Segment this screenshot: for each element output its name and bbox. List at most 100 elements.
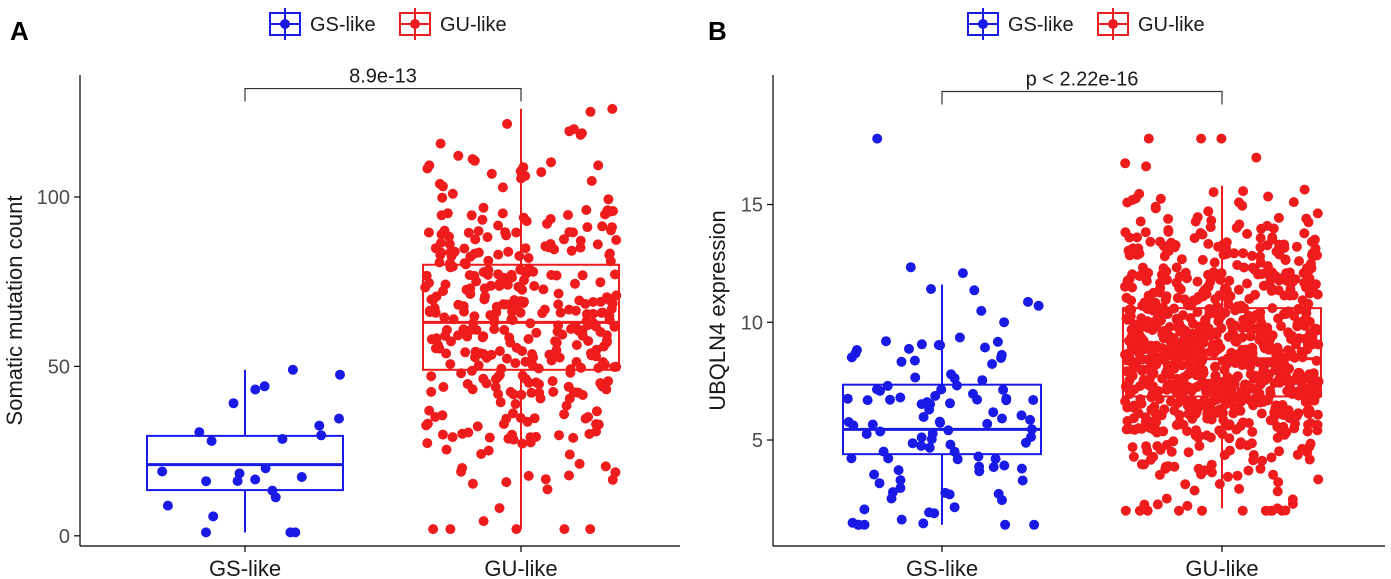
- data-point: [990, 453, 1001, 464]
- data-point: [583, 412, 594, 422]
- data-point: [453, 330, 464, 341]
- data-point: [1201, 430, 1212, 441]
- data-point: [1242, 278, 1252, 289]
- data-point: [555, 307, 566, 318]
- data-point: [250, 474, 261, 485]
- data-point: [1150, 203, 1161, 214]
- data-point: [445, 258, 456, 269]
- data-point: [423, 227, 434, 238]
- data-point: [424, 405, 435, 416]
- data-point: [1237, 200, 1248, 211]
- data-point: [1000, 519, 1011, 530]
- box-gslike: [146, 364, 345, 538]
- data-point: [428, 524, 439, 535]
- data-point: [988, 462, 999, 473]
- data-point: [872, 133, 883, 144]
- data-point: [1145, 236, 1156, 247]
- data-point: [611, 235, 622, 245]
- data-point: [449, 246, 460, 257]
- data-point: [1224, 275, 1235, 286]
- data-point: [1216, 133, 1227, 144]
- data-point: [1299, 228, 1310, 239]
- data-point: [536, 167, 547, 178]
- data-point: [1279, 290, 1290, 301]
- data-point: [1174, 410, 1185, 421]
- data-point: [1224, 445, 1235, 456]
- data-point: [1124, 384, 1135, 395]
- data-point: [1262, 240, 1273, 251]
- data-point: [534, 387, 545, 398]
- data-point: [494, 346, 505, 357]
- data-point: [593, 419, 604, 430]
- data-point: [505, 337, 516, 348]
- data-point: [585, 524, 596, 535]
- data-point: [1134, 188, 1145, 199]
- data-point: [585, 106, 596, 117]
- data-point: [564, 227, 575, 238]
- data-point: [1288, 197, 1299, 208]
- data-point: [435, 249, 446, 260]
- data-point: [570, 321, 581, 331]
- data-point: [493, 371, 504, 382]
- data-point: [525, 318, 536, 329]
- panel-label: A: [10, 16, 29, 46]
- data-point: [515, 264, 526, 275]
- data-point: [905, 262, 916, 273]
- data-point: [550, 336, 561, 347]
- significance-bracket: 8.9e-13: [244, 66, 522, 102]
- data-point: [1126, 295, 1137, 306]
- data-point: [515, 296, 526, 307]
- data-point: [314, 420, 325, 431]
- data-point: [472, 421, 483, 432]
- data-point: [1197, 505, 1207, 516]
- data-point: [1266, 452, 1277, 463]
- data-point: [1124, 232, 1135, 243]
- data-point: [1180, 349, 1191, 360]
- data-point: [872, 384, 882, 395]
- data-point: [1120, 349, 1131, 360]
- data-point: [1154, 469, 1165, 480]
- data-point: [1301, 373, 1312, 384]
- data-point: [489, 324, 500, 335]
- data-point: [523, 253, 534, 263]
- data-point: [508, 389, 519, 400]
- data-point: [1127, 442, 1138, 453]
- data-point: [518, 212, 529, 223]
- data-point: [1293, 390, 1304, 401]
- data-point: [484, 432, 495, 443]
- data-point: [1235, 439, 1246, 450]
- data-point: [1146, 346, 1157, 357]
- data-point: [1243, 465, 1254, 476]
- data-point: [1272, 352, 1283, 363]
- data-point: [234, 468, 245, 479]
- data-point: [1199, 284, 1210, 295]
- data-point: [1232, 371, 1243, 382]
- data-point: [1280, 309, 1291, 320]
- panel-a: A GS-like GU-like 0 50 100 Somatic mutation co…: [2, 8, 680, 579]
- data-point: [588, 308, 599, 319]
- data-point: [943, 425, 954, 436]
- data-point: [881, 336, 891, 347]
- data-point: [1266, 285, 1277, 296]
- data-point: [456, 466, 467, 477]
- data-point: [1255, 307, 1266, 318]
- data-point: [1313, 474, 1324, 485]
- data-point: [1134, 505, 1145, 516]
- y-axis-title: UBQLN4 expression: [705, 210, 730, 411]
- data-point: [564, 470, 574, 481]
- data-point: [874, 478, 885, 489]
- data-point: [1161, 266, 1172, 277]
- data-point: [1229, 402, 1240, 413]
- data-point: [1260, 505, 1271, 516]
- data-point: [1274, 446, 1285, 457]
- y-tick-label: 10: [741, 312, 763, 334]
- data-point: [1029, 519, 1040, 530]
- data-point: [597, 221, 608, 232]
- data-point: [1310, 243, 1321, 254]
- data-point: [437, 410, 448, 421]
- data-point: [335, 369, 345, 380]
- data-point: [481, 352, 492, 363]
- data-point: [878, 446, 889, 457]
- data-point: [885, 394, 895, 405]
- legend-key-dot: [410, 19, 420, 29]
